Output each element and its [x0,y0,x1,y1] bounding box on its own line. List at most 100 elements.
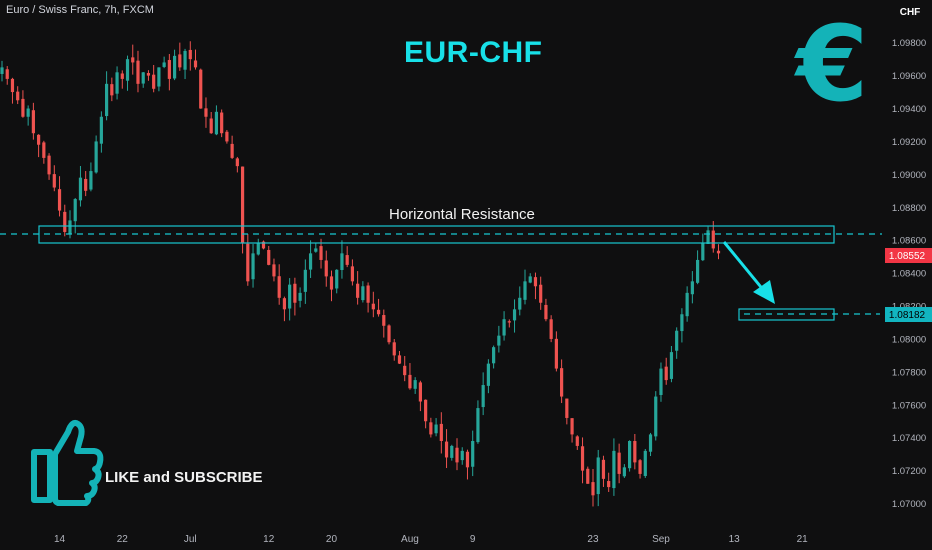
candle [570,418,574,443]
candle [560,359,564,404]
candle [214,105,219,136]
candle [701,233,705,262]
x-tick-label: 14 [54,534,66,545]
candle [455,438,459,471]
candle [277,264,281,305]
target-price-tag: 1.08182 [885,307,932,322]
candle [37,134,41,158]
candle [52,165,56,192]
candle [690,271,694,304]
thumbs-up-icon [31,420,104,506]
candle [669,345,674,383]
y-tick-label: 1.07200 [892,466,926,477]
candle [382,309,386,338]
y-tick-label: 1.08800 [892,203,926,214]
candle [240,166,245,254]
x-tick-label: Jul [184,534,197,545]
candle [225,129,229,144]
candle [471,430,475,477]
candle [26,105,30,126]
candle [308,240,313,278]
candle [539,276,543,310]
candle [502,311,506,341]
candlestick-series [0,41,721,507]
candle [716,244,721,260]
candle [680,308,684,343]
x-tick-label: 23 [587,534,599,545]
candle [361,281,365,303]
candle [94,135,98,174]
candle [444,429,449,469]
candle [146,70,151,81]
currency-label: CHF [900,7,921,18]
candle [392,339,396,361]
candle [366,282,370,313]
candle [178,42,182,71]
symbol-info[interactable]: Euro / Swiss Franc, 7h, FXCM [6,4,154,16]
candle [465,449,470,480]
candle [413,377,417,394]
candle [47,153,51,180]
candle [298,287,302,308]
candle [685,286,689,322]
candle [251,243,255,288]
candle [282,296,287,322]
y-tick-label: 1.07800 [892,367,926,378]
candle [99,111,103,153]
candle [695,250,700,285]
x-tick-label: Aug [401,534,419,545]
candle [544,298,548,322]
candle [638,459,642,479]
candle [141,71,145,88]
resistance-label: Horizontal Resistance [389,206,535,223]
y-tick-label: 1.09000 [892,170,926,181]
current-price-tag: 1.08552 [885,248,932,263]
candle [319,238,323,269]
candle [580,437,585,484]
candle [131,44,135,75]
candle [21,90,25,118]
candle [288,278,292,321]
candle [387,324,391,345]
candle [706,226,710,244]
candle [110,77,114,102]
candle [42,140,46,164]
x-tick-label: 22 [117,534,129,545]
y-tick-label: 1.08400 [892,269,926,280]
candle [120,70,124,89]
candle [31,102,35,140]
candle [335,269,339,294]
candle [272,258,276,282]
price-axis[interactable]: 1.07000 1.07200 1.07400 1.07600 1.07800 1.080… [892,38,926,510]
candle [450,444,454,461]
time-axis[interactable]: 14 22 Jul 12 20 Aug 9 23 Sep 13 21 [54,534,808,545]
candle [497,325,501,353]
candle [157,67,161,92]
chart-title: EUR-CHF [404,36,543,69]
candle [230,135,234,160]
candle [607,472,611,492]
candle [486,359,490,394]
candle [554,331,558,372]
candle [5,66,9,85]
y-tick-label: 1.09200 [892,137,926,148]
candle [612,438,616,496]
x-tick-label: 20 [326,534,338,545]
candle [675,327,679,359]
candle [193,49,198,70]
candle [492,345,496,369]
y-tick-label: 1.08000 [892,334,926,345]
candle [84,171,88,197]
candle [507,319,511,328]
candle [518,286,522,316]
candle [659,362,663,402]
candle [183,48,187,80]
candle [460,447,464,465]
candle [199,68,203,109]
candle [172,49,177,81]
down-arrow-icon [722,241,775,304]
x-tick-label: 13 [729,534,741,545]
candle [267,245,271,266]
